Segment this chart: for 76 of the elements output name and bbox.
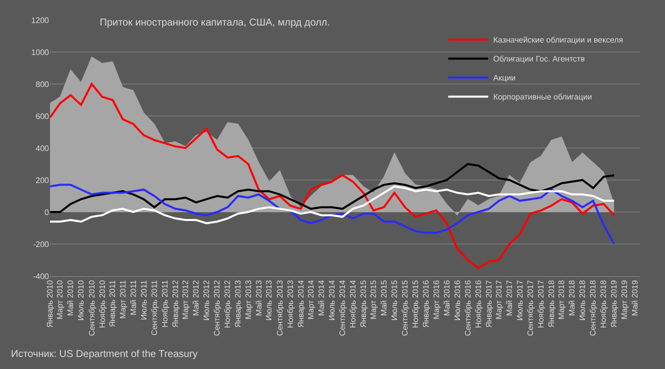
y-tick-label: 400 <box>36 144 50 153</box>
x-tick-label: Ноябрь 2017 <box>536 280 546 328</box>
x-tick-label: Сентябрь 2014 <box>338 280 348 336</box>
x-tick-label: Сентябрь 2012 <box>212 280 222 336</box>
x-tick-label: Июль 2018 <box>578 280 588 321</box>
x-tick-label: Январь 2010 <box>46 280 55 328</box>
x-tick-label: Ноябрь 2015 <box>411 280 420 328</box>
y-tick-label: 1000 <box>31 48 50 57</box>
x-tick-label: Март 2015 <box>369 280 378 320</box>
x-tick-label: Январь 2014 <box>296 280 306 328</box>
x-tick-label: Сентябрь 2016 <box>463 280 472 336</box>
x-tick-label: Ноябрь 2014 <box>348 280 358 328</box>
x-tick-label: Июль 2011 <box>139 280 148 320</box>
x-tick-label: Ноябрь 2010 <box>98 280 107 328</box>
x-tick-label: Ноябрь 2012 <box>223 280 232 328</box>
legend-label: Облигации Гос. Агентств <box>493 54 585 64</box>
x-tick-label: Май 2014 <box>316 280 326 316</box>
x-tick-label: Сентябрь 2015 <box>400 280 410 336</box>
x-tick-label: Июль 2016 <box>452 280 462 321</box>
x-tick-label: Январь 2011 <box>108 280 118 328</box>
legend-label: Казначейские облигации и векселя <box>493 36 624 45</box>
x-tick-label: Сентябрь 2017 <box>526 280 536 336</box>
x-tick-label: Сентябрь 2018 <box>588 280 598 336</box>
x-tick-label: Январь 2019 <box>610 280 619 328</box>
x-tick-label: Январь 2016 <box>422 280 431 328</box>
x-tick-label: Январь 2017 <box>484 280 494 328</box>
x-tick-label: Май 2017 <box>505 280 514 316</box>
x-tick-label: Июль 2010 <box>76 280 86 321</box>
x-tick-label: Март 2019 <box>620 280 629 320</box>
x-tick-label: Ноябрь 2013 <box>286 280 295 328</box>
x-tick-label: Январь 2018 <box>547 280 556 328</box>
x-tick-label: Март 2012 <box>181 280 190 320</box>
x-tick-label: Июль 2014 <box>327 280 336 321</box>
y-tick-label: 200 <box>36 176 50 185</box>
y-tick-label: 1200 <box>31 16 50 25</box>
y-tick-label: -200 <box>32 240 50 249</box>
x-tick-label: Ноябрь 2016 <box>474 280 483 328</box>
text: Источник: US Department of the Treasury <box>11 349 198 360</box>
x-tick-label: Июль 2015 <box>390 280 400 321</box>
x-tick-label: Сентябрь 2011 <box>150 280 159 336</box>
x-tick-label: Март 2017 <box>494 280 504 320</box>
x-tick-label: Ноябрь 2011 <box>160 280 170 328</box>
x-tick-label: Май 2015 <box>380 280 389 316</box>
y-tick-label: -400 <box>32 272 50 281</box>
y-tick-label: 800 <box>36 80 50 89</box>
x-tick-label: Январь 2015 <box>358 280 368 328</box>
x-tick-label: Июль 2017 <box>515 280 524 321</box>
x-tick-label: Сентябрь 2010 <box>87 280 96 336</box>
x-tick-label: Январь 2013 <box>234 280 243 328</box>
x-tick-label: Июль 2013 <box>264 280 274 321</box>
line-series <box>50 163 616 213</box>
x-tick-label: Сентябрь 2013 <box>275 280 284 336</box>
x-tick-label: Март 2013 <box>244 280 253 320</box>
x-tick-label: Май 2011 <box>128 280 138 316</box>
x-tick-label: Май 2013 <box>254 280 264 316</box>
x-tick-label: Май 2019 <box>630 280 640 316</box>
line-series <box>50 184 616 245</box>
x-tick-label: Март 2010 <box>56 280 65 320</box>
x-tick-label: Ноябрь 2018 <box>599 280 608 328</box>
x-tick-label: Июль 2012 <box>202 280 212 321</box>
legend-label: Корпоративные облигации <box>493 92 592 102</box>
y-tick-label: 600 <box>36 112 50 121</box>
y-tick-label: 0 <box>44 208 50 217</box>
x-tick-label: Май 2018 <box>568 280 577 316</box>
x-tick-label: Май 2012 <box>192 280 201 316</box>
x-tick-label: Март 2011 <box>118 280 128 319</box>
legend-label: Акции <box>493 74 516 83</box>
line-series <box>50 185 616 224</box>
x-tick-label: Январь 2012 <box>170 280 180 328</box>
x-tick-label: Март 2014 <box>306 280 316 320</box>
x-tick-label: Март 2016 <box>432 280 441 320</box>
x-tick-label: Май 2016 <box>442 280 452 316</box>
x-tick-label: Март 2018 <box>557 280 566 320</box>
x-tick-label: Май 2010 <box>66 280 76 316</box>
chart-title: Приток иностранного капитала, США, млрд долл. <box>100 18 330 28</box>
line-series <box>50 83 616 269</box>
